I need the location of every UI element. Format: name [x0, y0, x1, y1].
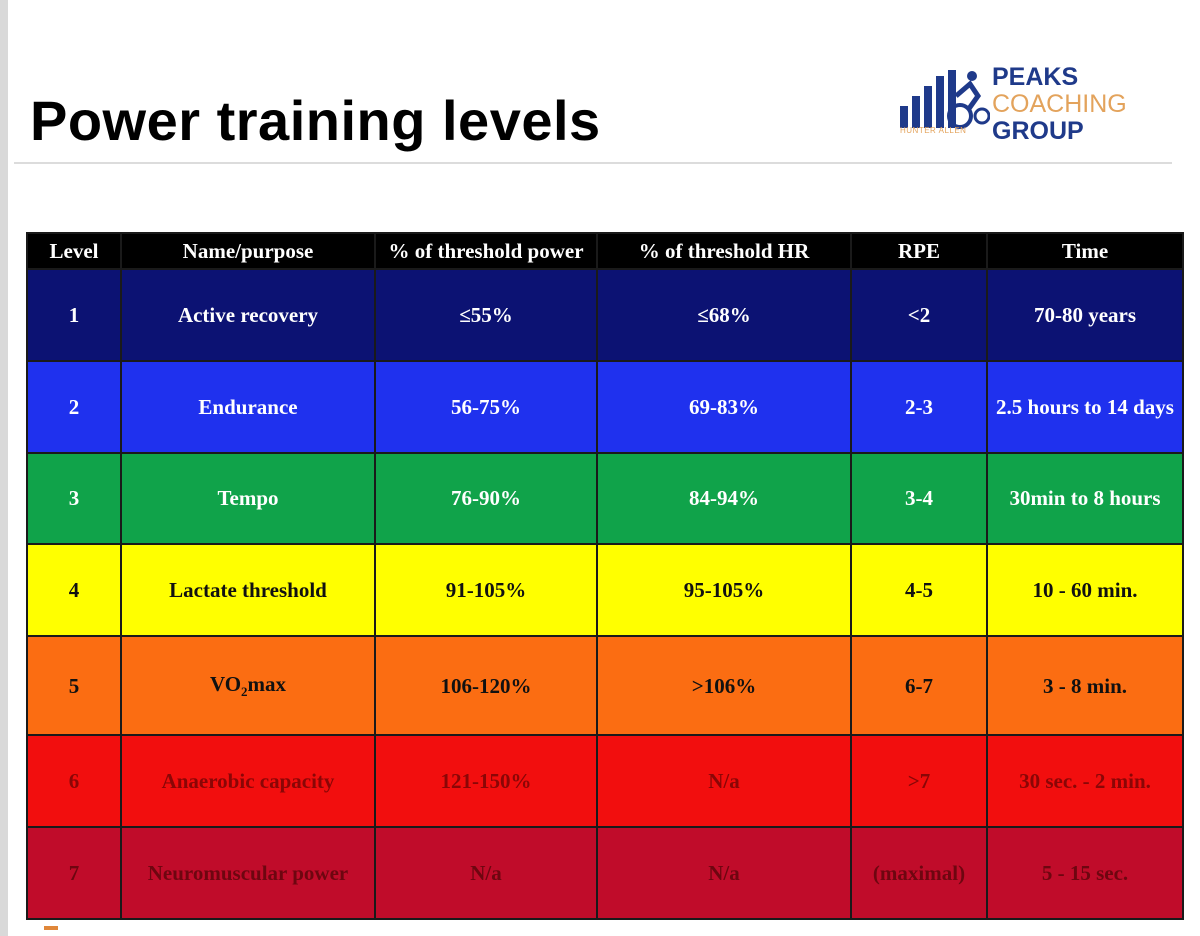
slide-left-edge — [0, 0, 8, 936]
logo-line-peaks: PEAKS — [992, 63, 1079, 91]
cell-level: 5 — [26, 634, 122, 737]
cell-hr: >106% — [596, 634, 852, 737]
cell-rpe: 6-7 — [850, 634, 988, 737]
title-divider — [14, 162, 1172, 164]
cell-time: 30min to 8 hours — [986, 451, 1184, 546]
header-threshold-power: % of threshold power — [374, 232, 598, 270]
cell-level: 3 — [26, 451, 122, 546]
power-levels-table: Level Name/purpose % of threshold power … — [26, 232, 1184, 920]
cell-level: 2 — [26, 359, 122, 454]
cell-name: VO2max — [120, 634, 376, 737]
cell-rpe: 2-3 — [850, 359, 988, 454]
cell-power: ≤55% — [374, 268, 598, 362]
cell-time: 3 - 8 min. — [986, 634, 1184, 737]
logo-wordmark: PEAKS COACHING GROUP — [992, 64, 1127, 145]
logo-tagline: HUNTER ALLEN — [900, 126, 967, 135]
logo-line-coaching: COACHING — [992, 90, 1127, 118]
table-row: 3 Tempo 76-90% 84-94% 3-4 30min to 8 hou… — [26, 451, 1184, 546]
cell-hr: ≤68% — [596, 268, 852, 362]
cell-name: Neuromuscular power — [120, 826, 376, 920]
cell-level: 1 — [26, 268, 122, 362]
cell-rpe: <2 — [850, 268, 988, 362]
cell-level: 6 — [26, 734, 122, 829]
table-row: 7 Neuromuscular power N/a N/a (maximal) … — [26, 826, 1184, 920]
cell-time: 10 - 60 min. — [986, 543, 1184, 637]
table-row: 4 Lactate threshold 91-105% 95-105% 4-5 … — [26, 543, 1184, 637]
cell-hr: 95-105% — [596, 543, 852, 637]
header-name-purpose: Name/purpose — [120, 232, 376, 270]
cell-name: Tempo — [120, 451, 376, 546]
cell-hr: 84-94% — [596, 451, 852, 546]
cell-level: 7 — [26, 826, 122, 920]
header-threshold-hr: % of threshold HR — [596, 232, 852, 270]
cell-rpe: (maximal) — [850, 826, 988, 920]
cell-time: 30 sec. - 2 min. — [986, 734, 1184, 829]
cell-hr: 69-83% — [596, 359, 852, 454]
cell-hr: N/a — [596, 826, 852, 920]
cell-power: N/a — [374, 826, 598, 920]
table-header-row: Level Name/purpose % of threshold power … — [26, 232, 1184, 270]
logo-line-group: GROUP — [992, 117, 1084, 145]
header-level: Level — [26, 232, 122, 270]
header-rpe: RPE — [850, 232, 988, 270]
cell-hr: N/a — [596, 734, 852, 829]
footer-mark — [44, 926, 58, 930]
cell-rpe: 4-5 — [850, 543, 988, 637]
header-time: Time — [986, 232, 1184, 270]
cell-rpe: >7 — [850, 734, 988, 829]
cell-rpe: 3-4 — [850, 451, 988, 546]
vo2max-subscript: 2 — [241, 684, 248, 700]
cell-power: 91-105% — [374, 543, 598, 637]
slide-title: Power training levels — [30, 89, 601, 152]
cell-time: 2.5 hours to 14 days — [986, 359, 1184, 454]
peaks-coaching-logo: PEAKS COACHING GROUP HUNTER ALLEN — [898, 60, 1158, 145]
table-row: 5 VO2max 106-120% >106% 6-7 3 - 8 min. — [26, 634, 1184, 737]
cell-time: 70-80 years — [986, 268, 1184, 362]
cell-power: 76-90% — [374, 451, 598, 546]
table-row: 6 Anaerobic capacity 121-150% N/a >7 30 … — [26, 734, 1184, 829]
cyclist-bar-chart-icon — [900, 70, 990, 129]
table-row: 2 Endurance 56-75% 69-83% 2-3 2.5 hours … — [26, 359, 1184, 454]
cell-name: Lactate threshold — [120, 543, 376, 637]
cell-power: 121-150% — [374, 734, 598, 829]
cell-name: Anaerobic capacity — [120, 734, 376, 829]
cell-name: Active recovery — [120, 268, 376, 362]
cell-time: 5 - 15 sec. — [986, 826, 1184, 920]
cell-power: 56-75% — [374, 359, 598, 454]
vo2max-main: VO — [209, 672, 242, 697]
cell-power: 106-120% — [374, 634, 598, 737]
table-row: 1 Active recovery ≤55% ≤68% <2 70-80 yea… — [26, 268, 1184, 362]
vo2max-tail: max — [247, 672, 287, 697]
cell-level: 4 — [26, 543, 122, 637]
cell-name: Endurance — [120, 359, 376, 454]
